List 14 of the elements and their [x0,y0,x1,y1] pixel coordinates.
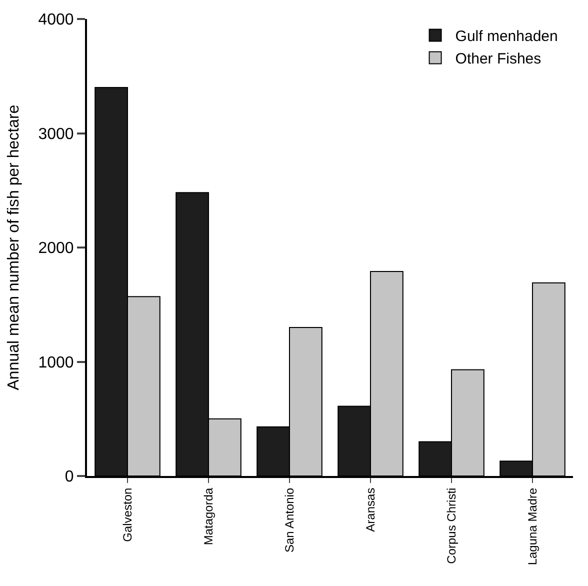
x-tick-label: San Antonio [282,487,296,553]
x-tick-label: Corpus Christi [444,488,458,564]
x-tick-label: Laguna Madre [525,487,540,566]
legend-label: Gulf menhaden [455,28,558,46]
x-tick-label: Matagorda [201,487,216,546]
y-tick-label: 2000 [38,240,74,258]
y-tick-label: 3000 [38,126,74,143]
y-tick-label: 4000 [38,12,74,29]
legend-label: Other Fishes [455,50,542,68]
y-axis-title: Annual mean number of fish per hectare [6,104,23,390]
x-tick-label: Galveston [120,488,134,542]
y-tick-label: 1000 [38,354,74,372]
x-tick-label: Aransas [363,488,378,532]
y-tick-label: 0 [64,468,74,486]
